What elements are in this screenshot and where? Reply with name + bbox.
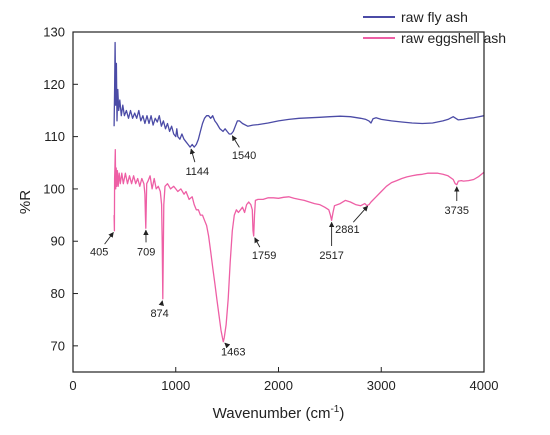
axis-frame xyxy=(72,31,485,373)
x-axis-title-superscript: -1 xyxy=(330,404,339,415)
x-tick-label: 4000 xyxy=(470,378,499,393)
annotation-label-1540: 1540 xyxy=(232,150,256,162)
y-axis: 70 80 90 100 110 120 130 xyxy=(43,25,78,353)
peak-annotations: 1144 1540 405 709 874 1463 1759 2517 2881 3735 xyxy=(90,135,469,358)
annotation-label-1463: 1463 xyxy=(221,346,245,358)
y-tick-label: 110 xyxy=(44,129,65,144)
annotation-label-874: 874 xyxy=(150,308,168,320)
annotation-label-2881: 2881 xyxy=(335,224,359,236)
annotation-label-1759: 1759 xyxy=(252,250,276,262)
legend-label-raw-eggshell-ash: raw eggshell ash xyxy=(401,30,506,46)
x-axis: 0 1000 2000 3000 4000 xyxy=(69,367,498,393)
annotation-arrow-1759 xyxy=(254,237,261,248)
y-tick-label: 100 xyxy=(43,181,65,196)
y-tick-label: 120 xyxy=(43,77,65,92)
x-axis-title-suffix: ) xyxy=(339,405,344,422)
x-axis-title-main: Wavenumber (cm xyxy=(213,405,331,422)
y-tick-label: 90 xyxy=(51,234,65,249)
legend: raw fly ash raw eggshell ash xyxy=(363,9,506,46)
x-tick-label: 0 xyxy=(69,378,76,393)
annotation-arrow-1144 xyxy=(189,148,196,163)
series-line-raw-eggshell-ash xyxy=(113,149,485,343)
annotation-arrow-405 xyxy=(104,231,114,245)
legend-label-raw-fly-ash: raw fly ash xyxy=(401,9,468,25)
annotation-label-2517: 2517 xyxy=(319,250,343,262)
annotation-label-405: 405 xyxy=(90,246,108,258)
annotation-arrow-1540 xyxy=(231,135,240,148)
y-tick-label: 130 xyxy=(43,25,65,40)
annotation-arrow-874 xyxy=(158,300,164,307)
y-tick-label: 80 xyxy=(51,286,65,301)
annotation-label-1144: 1144 xyxy=(185,166,209,178)
annotation-label-709: 709 xyxy=(137,246,155,258)
annotation-arrow-1463 xyxy=(224,342,231,349)
x-tick-label: 2000 xyxy=(264,378,293,393)
x-axis-title: Wavenumber (cm-1) xyxy=(213,404,345,422)
annotation-label-3735: 3735 xyxy=(445,205,469,217)
x-tick-label: 1000 xyxy=(161,378,190,393)
plot-area xyxy=(113,41,485,343)
y-tick-label: 70 xyxy=(51,338,65,353)
series-line-raw-fly-ash xyxy=(113,41,485,148)
x-tick-label: 3000 xyxy=(367,378,396,393)
y-axis-title: %R xyxy=(17,190,34,214)
annotation-arrow-2881 xyxy=(353,205,369,223)
